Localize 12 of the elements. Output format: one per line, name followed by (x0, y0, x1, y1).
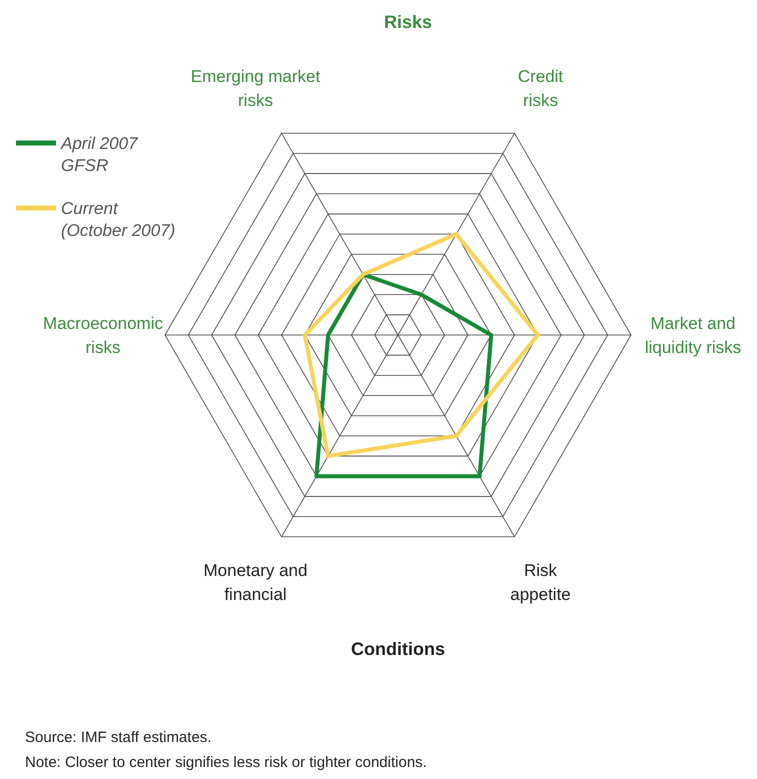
spoke-label: Risk appetite (510, 560, 571, 604)
spoke-label: Credit risks (518, 67, 564, 110)
text: Note: Closer to center signifies less risk or tighter conditions. (25, 754, 427, 771)
spoke-label: Monetary and financial (204, 560, 308, 604)
legend-label: April 2007 GFSR (60, 134, 138, 175)
text: Conditions (351, 639, 445, 659)
spoke-label: Market and liquidity risks (644, 314, 742, 357)
legend-label: Current (October 2007) (61, 199, 176, 240)
spoke-label: Emerging market risks (190, 67, 320, 110)
source-note: Source: IMF staff estimates. (25, 729, 212, 746)
spoke-label: Macroeconomic risks (43, 314, 164, 357)
chart-title: Risks (384, 12, 432, 32)
